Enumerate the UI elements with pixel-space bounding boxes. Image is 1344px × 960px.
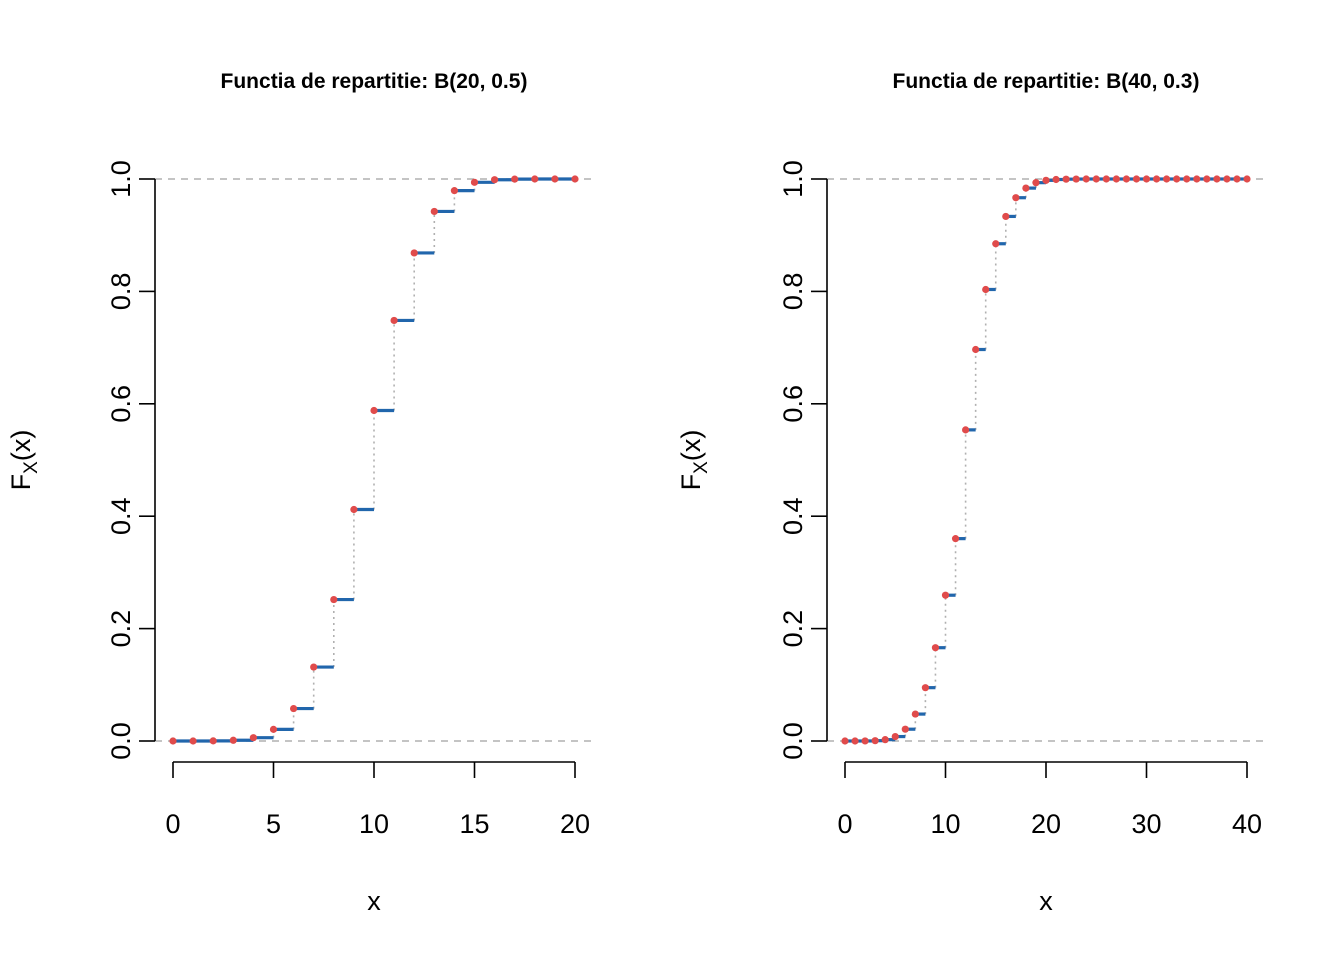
data-point — [841, 737, 849, 745]
y-tick-label: 0.4 — [778, 497, 808, 535]
data-point — [350, 505, 358, 514]
y-tick-label: 0.2 — [778, 610, 808, 648]
data-point — [1173, 175, 1181, 183]
y-axis-label-argument: (x) — [6, 430, 36, 461]
data-point — [491, 176, 499, 184]
data-point — [1183, 175, 1191, 183]
x-tick-label: 10 — [359, 809, 389, 839]
data-point — [1193, 175, 1201, 183]
y-axis-label: FX(x) — [676, 430, 712, 491]
x-tick-label: 15 — [459, 809, 489, 839]
data-point — [1132, 175, 1141, 183]
y-axis-label-argument: (x) — [676, 430, 706, 461]
data-point — [290, 704, 298, 713]
x-axis-label: x — [367, 886, 381, 916]
chart-panel-right: Functia de repartitie: B(40, 0.3) x FX(x… — [676, 70, 1265, 916]
x-tick-label: 40 — [1232, 809, 1262, 839]
x-tick-label: 0 — [837, 809, 852, 839]
y-tick-label: 0.6 — [106, 385, 136, 423]
x-tick-label: 0 — [165, 809, 180, 839]
data-point — [931, 644, 940, 652]
y-tick-label: 0.0 — [778, 722, 808, 760]
data-point — [450, 187, 458, 195]
data-point — [430, 207, 438, 216]
data-point — [1243, 175, 1251, 183]
data-point — [972, 345, 980, 354]
data-point — [1233, 175, 1241, 183]
y-axis-label-subscript: X — [21, 461, 42, 474]
data-point — [1072, 175, 1080, 183]
data-point — [531, 175, 539, 183]
data-point — [1002, 212, 1010, 221]
data-point — [1092, 175, 1100, 183]
data-point — [941, 591, 950, 599]
data-point — [390, 316, 398, 325]
y-axis-label-main: F — [676, 474, 706, 491]
data-point — [921, 684, 930, 692]
data-point — [189, 737, 197, 745]
data-point — [1102, 175, 1110, 183]
x-tick-label: 20 — [560, 809, 590, 839]
x-tick-label: 30 — [1131, 809, 1161, 839]
x-axis-label: x — [1039, 886, 1053, 916]
data-point — [992, 240, 1000, 248]
data-point — [1042, 176, 1050, 184]
data-point — [1052, 175, 1060, 184]
y-tick-label: 0.8 — [778, 273, 808, 311]
y-tick-label: 0.4 — [106, 497, 136, 535]
x-tick-label: 20 — [1031, 809, 1061, 839]
data-point — [470, 178, 479, 186]
data-point — [1122, 175, 1130, 183]
data-point — [1032, 179, 1040, 187]
data-point — [511, 175, 519, 183]
data-point — [911, 710, 919, 718]
y-tick-label: 0.8 — [106, 273, 136, 311]
data-point — [209, 737, 217, 745]
y-tick-label: 1.0 — [106, 160, 136, 198]
y-axis-label: FX(x) — [6, 430, 42, 491]
data-point — [1012, 194, 1020, 202]
data-point — [1112, 175, 1120, 183]
chart-panel-left: Functia de repartitie: B(20, 0.5) x FX(x… — [6, 70, 592, 916]
data-point — [370, 406, 378, 415]
data-point — [269, 725, 278, 733]
y-tick-label: 0.6 — [778, 385, 808, 423]
data-point — [851, 737, 859, 745]
data-point — [861, 737, 869, 745]
y-tick-label: 1.0 — [778, 160, 808, 198]
data-point — [982, 285, 990, 294]
x-tick-label: 5 — [266, 809, 281, 839]
data-point — [1022, 184, 1030, 192]
data-point — [169, 737, 177, 745]
data-point — [1142, 175, 1151, 183]
data-point — [962, 426, 970, 434]
data-point — [1082, 175, 1090, 183]
y-tick-label: 0.0 — [106, 722, 136, 760]
data-point — [951, 535, 960, 543]
chart-title: Functia de repartitie: B(40, 0.3) — [893, 70, 1200, 93]
y-tick-label: 0.2 — [106, 610, 136, 648]
x-tick-label: 10 — [930, 809, 960, 839]
data-point — [249, 734, 257, 742]
y-axis-label-main: F — [6, 474, 36, 491]
data-point — [1163, 175, 1171, 183]
data-point — [551, 175, 559, 183]
data-point — [1062, 175, 1070, 183]
data-point — [571, 175, 579, 183]
data-point — [410, 249, 418, 257]
data-point — [1203, 175, 1211, 183]
data-point — [1213, 175, 1221, 183]
data-point — [881, 736, 889, 744]
data-point — [229, 736, 237, 744]
data-point — [891, 732, 899, 741]
data-point — [330, 595, 338, 604]
chart-title: Functia de repartitie: B(20, 0.5) — [221, 70, 528, 93]
data-point — [1152, 175, 1161, 183]
data-point — [1223, 175, 1231, 183]
data-point — [871, 737, 879, 745]
data-point — [901, 725, 909, 733]
y-axis-label-subscript: X — [691, 461, 712, 474]
data-point — [310, 663, 318, 671]
